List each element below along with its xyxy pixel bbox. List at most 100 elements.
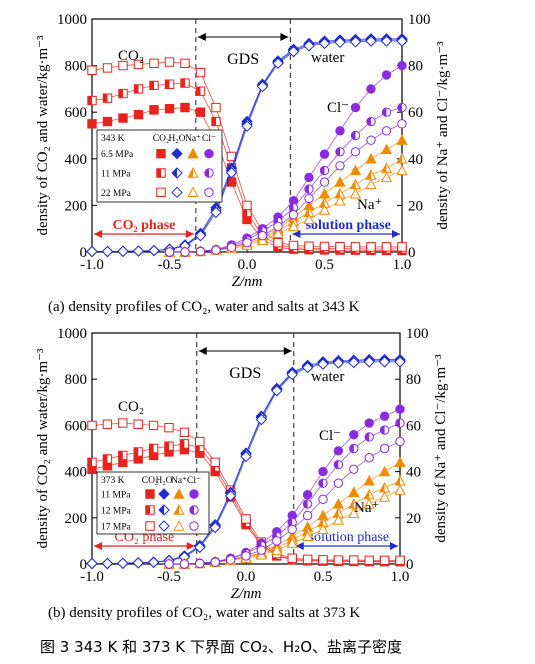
data-point [381, 126, 392, 136]
legend-marker [204, 168, 214, 178]
data-point [272, 57, 284, 69]
data-point [288, 210, 299, 220]
data-point [102, 419, 113, 429]
data-point [117, 245, 129, 258]
data-point [195, 67, 206, 78]
series-co2-17-mpa [87, 418, 405, 566]
data-point [87, 457, 97, 468]
legend-marker [173, 488, 185, 499]
legend-marker [187, 167, 199, 178]
data-point [117, 557, 129, 570]
data-point [397, 242, 407, 252]
data-point [118, 418, 128, 428]
gds-arrowhead-right [283, 347, 292, 355]
data-point [333, 459, 344, 470]
data-point [335, 126, 345, 136]
gds-label: GDS [229, 365, 261, 382]
data-point [179, 439, 190, 449]
legend-row-label: 11 MPa [101, 491, 131, 501]
data-point [395, 436, 405, 447]
data-point [302, 554, 313, 565]
data-point [301, 530, 314, 541]
series-co2-22-mpa [87, 57, 407, 252]
solution-phase-arrowhead-right [392, 230, 400, 238]
water-annotation: water [311, 50, 344, 66]
data-point [395, 404, 405, 414]
data-point [350, 130, 361, 141]
data-point [242, 237, 252, 248]
data-point [319, 241, 330, 252]
legend-column-header: Na⁺ [185, 134, 201, 144]
solution-phase-arrowhead-left [292, 230, 301, 238]
data-point [363, 356, 375, 368]
data-point [379, 411, 390, 421]
data-point [272, 227, 284, 239]
y-axis-label-right: density of Na⁺ and Cl⁻/kg·m⁻³ [433, 354, 449, 543]
data-point [195, 107, 206, 117]
gds-label: GDS [227, 51, 259, 68]
data-point [332, 357, 345, 369]
data-point [319, 149, 330, 159]
data-point [318, 555, 328, 565]
data-point [180, 247, 190, 257]
data-point [132, 245, 145, 257]
legend-column-header: Cl⁻ [202, 134, 216, 144]
data-point [366, 242, 376, 252]
legend-column-header: Cl⁻ [187, 476, 201, 486]
x-tick-label: -0.5 [158, 257, 182, 273]
series-line [169, 123, 403, 253]
data-point [364, 418, 374, 428]
data-point [319, 177, 330, 187]
data-point [364, 555, 374, 566]
data-point [287, 524, 297, 535]
data-point [394, 484, 406, 495]
data-point [334, 36, 346, 49]
chart-panel-a: 0 200 400 600 800 1000 0 20 40 60 80 100 -1.0 -0.5 0.0… [35, 12, 451, 290]
data-point [318, 494, 328, 505]
na-annotation: Na⁺ [357, 197, 382, 213]
data-point [350, 102, 361, 113]
y-tick-label-right: 20 [406, 511, 421, 527]
data-point [396, 134, 408, 145]
data-point [317, 523, 329, 535]
data-point [378, 356, 391, 368]
solution-phase-arrowhead-right [390, 542, 398, 550]
y-tick-label-right: 0 [406, 557, 414, 573]
y-axis-label-left: density of CO₂ and water/kg·m⁻³ [35, 35, 51, 236]
data-point [255, 413, 268, 426]
y-tick-label-left: 800 [65, 59, 88, 75]
data-point [349, 443, 359, 454]
legend: 343 K CO₂ H₂O Na⁺ Cl⁻ 6.5 MPa 11 MPa 22 MPa [96, 129, 223, 203]
legend-marker [171, 167, 183, 179]
data-point [288, 240, 299, 251]
data-point [118, 450, 128, 461]
y-tick-label-left: 400 [65, 152, 88, 168]
data-point [225, 167, 238, 179]
caption-panel-b: (b) density profiles of CO₂, water and s… [48, 605, 361, 621]
x-tick-label: 1.0 [391, 569, 410, 585]
data-point [303, 40, 315, 52]
data-point [381, 107, 392, 117]
data-point [148, 244, 160, 257]
data-point [180, 78, 190, 88]
data-point [102, 93, 113, 103]
y-tick-label-right: 20 [408, 198, 423, 214]
data-point [348, 507, 360, 518]
data-point [365, 169, 377, 180]
data-point [396, 164, 408, 176]
data-point [224, 490, 237, 502]
series-line [169, 441, 401, 565]
data-point [380, 35, 393, 47]
caption-panel-a: (a) density profiles of CO₂, water and s… [48, 299, 360, 315]
legend-marker [204, 187, 214, 198]
data-point [396, 152, 408, 164]
data-point [102, 454, 113, 464]
data-point [86, 245, 98, 258]
co2-phase-arrowhead-left [94, 230, 102, 238]
y-tick-label-left: 800 [65, 372, 88, 388]
data-point [335, 241, 345, 252]
data-point [147, 556, 160, 569]
data-point [366, 135, 376, 145]
legend-marker [158, 488, 170, 500]
